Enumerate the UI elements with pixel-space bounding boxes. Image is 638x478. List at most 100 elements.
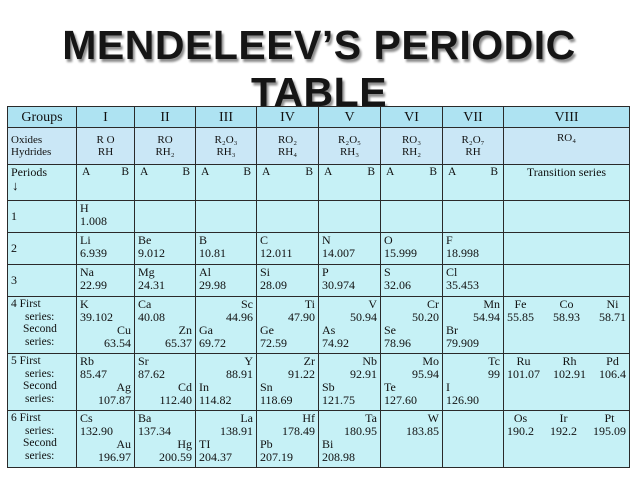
element-symbol: Y	[244, 354, 253, 368]
element-symbol: W	[427, 411, 439, 425]
atomic-mass: 106.4	[599, 367, 626, 381]
periods-label-cell: Periods ↓	[7, 164, 77, 201]
period-row-5: 5 First series: Second series: Rb 85.47 A…	[7, 353, 630, 411]
element-cell: V 50.94 As 74.92	[318, 296, 381, 354]
atomic-mass: 195.09	[593, 424, 626, 438]
atomic-mass: 204.37	[199, 450, 232, 464]
series-label: series:	[25, 335, 55, 348]
oxide-cell-1: R O RH	[76, 127, 135, 165]
element-symbol: V	[368, 297, 377, 311]
atomic-mass: 126.90	[446, 393, 479, 407]
element-symbol: H	[80, 201, 89, 215]
subgroup-b: B	[367, 166, 375, 178]
group-header-1: I	[76, 106, 135, 128]
element-symbol: Zr	[303, 354, 315, 368]
subgroup-a: A	[386, 166, 395, 178]
atomic-mass: 14.007	[322, 246, 355, 260]
atomic-mass: 1.008	[80, 214, 107, 228]
subgroup-b: B	[490, 166, 498, 178]
atomic-mass: 190.2	[507, 424, 534, 438]
element-symbol: Al	[199, 265, 211, 279]
element-symbol: Ge	[260, 323, 274, 337]
atomic-mass: 192.2	[550, 424, 577, 438]
atomic-mass: 78.96	[384, 336, 411, 350]
series-label: series:	[25, 310, 55, 323]
subgroup-b: B	[182, 166, 190, 178]
element-cell: Cr 50.20 Se 78.96	[380, 296, 443, 354]
atomic-mass: 178.49	[282, 424, 315, 438]
period-number: 4	[11, 298, 17, 310]
series-label: series:	[25, 392, 55, 405]
oxide-cell-6: RO₃ RH₂	[380, 127, 443, 165]
empty-cell	[442, 200, 504, 233]
group-header-5: V	[318, 106, 381, 128]
atomic-mass: 114.82	[199, 393, 232, 407]
element-symbol: Ga	[199, 323, 213, 337]
period-label-cell: 4 First series: Second series:	[7, 296, 77, 354]
atomic-mass: 50.20	[412, 310, 439, 324]
subgroup-b: B	[305, 166, 313, 178]
atomic-mass: 207.19	[260, 450, 293, 464]
second-label: Second	[23, 380, 57, 392]
atomic-mass: 208.98	[322, 450, 355, 464]
hydride-formula: RH₂	[401, 146, 422, 158]
transition-cell: Os 190.2 Ir 192.2 Pt 195.09	[503, 410, 630, 468]
atomic-mass: 9.012	[138, 246, 165, 260]
period-number: 1	[7, 200, 77, 233]
element-symbol: B	[199, 233, 208, 247]
period-row-3: 3 Na 22.99 Mg 24.31 Al 29.98 Si 28.09 P 30.97…	[7, 264, 630, 297]
element-symbol: Mo	[422, 354, 439, 368]
subgroup-a: A	[140, 166, 149, 178]
element-symbol: Ru	[516, 354, 531, 368]
element-symbol: Sb	[322, 380, 335, 394]
element-symbol: Te	[384, 380, 396, 394]
element-symbol: Ti	[304, 297, 315, 311]
period-number: 5	[11, 355, 17, 367]
empty-cell	[503, 200, 630, 233]
element-cell: Sr 87.62 Cd 112.40	[134, 353, 196, 411]
empty-cell	[503, 232, 630, 265]
element-cell: Mn 54.94 Br 79.909	[442, 296, 504, 354]
hydride-formula: RH₃	[339, 146, 360, 158]
element-symbol: Br	[446, 323, 458, 337]
oxide-cell-4: RO₂ RH₄	[256, 127, 319, 165]
oxide-formula: R₂O₅	[338, 134, 361, 146]
second-label: Second	[23, 323, 57, 335]
element-cell: Si 28.09	[256, 264, 319, 297]
atomic-mass: 35.453	[446, 278, 479, 292]
atomic-mass: 91.22	[288, 367, 315, 381]
oxide-formula: RO₂	[277, 134, 298, 146]
atomic-mass: 74.92	[322, 336, 349, 350]
empty-cell	[442, 410, 504, 468]
oxide-formula: RO₃	[401, 134, 422, 146]
element-symbol: Bi	[322, 437, 334, 451]
element-symbol: Se	[384, 323, 396, 337]
element-symbol: P	[322, 265, 329, 279]
element-cell: La 138.91 TI 204.37	[195, 410, 257, 468]
element-symbol: Ni	[606, 297, 619, 311]
atomic-mass: 29.98	[199, 278, 226, 292]
atomic-mass: 87.62	[138, 367, 165, 381]
down-arrow-icon: ↓	[12, 178, 19, 193]
atomic-mass: 132.90	[80, 424, 113, 438]
atomic-mass: 24.31	[138, 278, 165, 292]
atomic-mass: 72.59	[260, 336, 287, 350]
first-label: First	[19, 298, 41, 310]
period-row-1: 1 H 1.008	[7, 200, 630, 233]
atomic-mass: 6.939	[80, 246, 107, 260]
atomic-mass: 79.909	[446, 336, 479, 350]
element-symbol: Hf	[302, 411, 315, 425]
period-label-cell: 5 First series: Second series:	[7, 353, 77, 411]
empty-cell	[380, 200, 443, 233]
hydride-formula: RH	[97, 146, 114, 158]
oxide-formula: RO	[157, 134, 173, 146]
element-symbol: La	[240, 411, 253, 425]
oxide-cell-5: R₂O₅ RH₃	[318, 127, 381, 165]
element-cell: Hf 178.49 Pb 207.19	[256, 410, 319, 468]
